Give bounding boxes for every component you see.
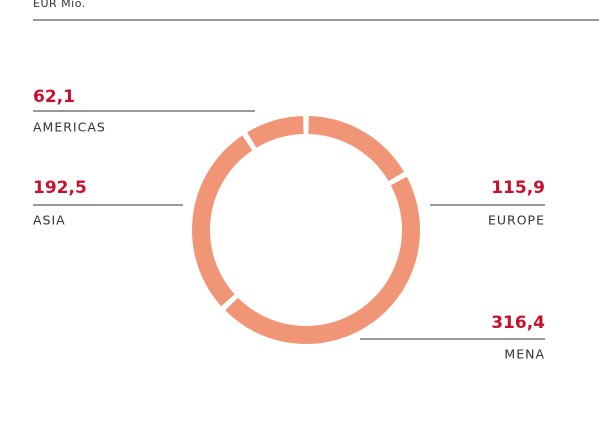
value-label: 115,9 xyxy=(491,178,545,198)
category-label: MENA xyxy=(504,347,545,362)
category-label: AMERICAS xyxy=(33,120,106,135)
value-label: 62,1 xyxy=(33,87,75,107)
category-label: EUROPE xyxy=(488,213,545,228)
category-label: ASIA xyxy=(33,213,66,228)
donut-segment xyxy=(192,135,253,307)
unit-label: EUR Mio. xyxy=(33,0,86,10)
value-label: 192,5 xyxy=(33,178,87,198)
donut-segment xyxy=(247,116,304,148)
donut-segment xyxy=(225,176,420,344)
donut-segment xyxy=(308,116,405,182)
value-label: 316,4 xyxy=(491,313,545,333)
